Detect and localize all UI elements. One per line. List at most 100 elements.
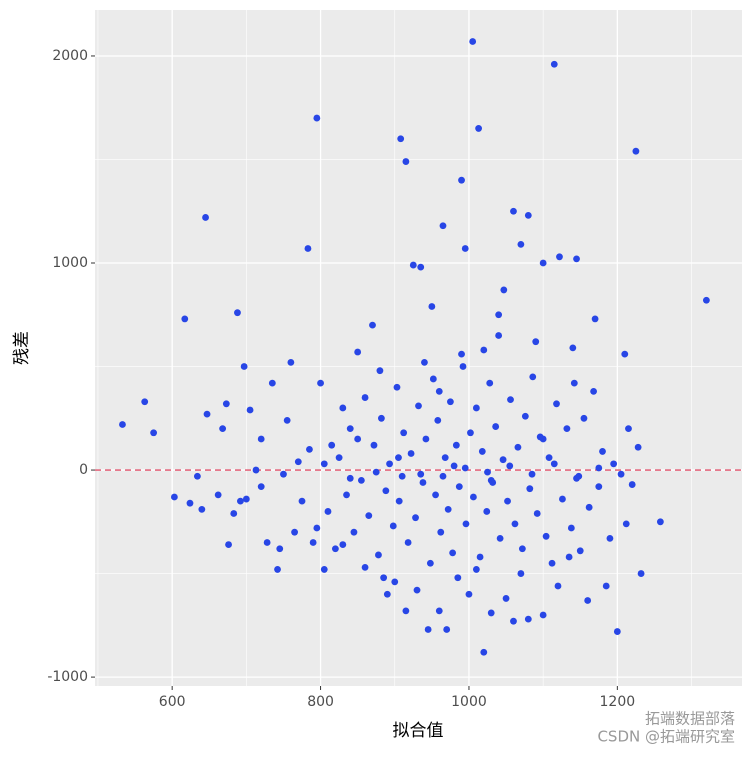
- point: [591, 315, 599, 323]
- point: [462, 520, 470, 528]
- point: [378, 414, 385, 422]
- point: [324, 508, 332, 515]
- point: [532, 338, 540, 346]
- point: [404, 539, 412, 546]
- point: [548, 559, 556, 567]
- point: [298, 497, 306, 505]
- point: [461, 245, 469, 252]
- point: [484, 468, 491, 476]
- x-tick-label: 600: [159, 694, 186, 710]
- point: [480, 648, 488, 656]
- point: [656, 518, 664, 526]
- point: [432, 491, 439, 499]
- point: [383, 590, 391, 598]
- point: [499, 456, 507, 464]
- point: [550, 460, 558, 468]
- point: [304, 245, 312, 252]
- point: [309, 539, 317, 546]
- point: [380, 574, 388, 582]
- point: [428, 303, 436, 310]
- point: [339, 541, 347, 548]
- point: [395, 454, 402, 462]
- point: [606, 534, 614, 542]
- point: [461, 464, 469, 472]
- point: [382, 487, 390, 495]
- point: [400, 429, 408, 437]
- point: [357, 477, 365, 484]
- point: [584, 597, 592, 604]
- point: [452, 441, 460, 449]
- point: [335, 454, 343, 462]
- point: [397, 135, 405, 143]
- point: [622, 520, 630, 528]
- point: [331, 545, 339, 553]
- point: [435, 607, 443, 615]
- point: [545, 454, 553, 462]
- point: [483, 508, 491, 515]
- point: [458, 350, 465, 358]
- point: [222, 400, 230, 408]
- point: [553, 400, 560, 408]
- point: [476, 553, 484, 561]
- point: [590, 387, 598, 395]
- point: [559, 495, 566, 503]
- point: [435, 387, 443, 395]
- point: [402, 158, 410, 165]
- point: [576, 547, 584, 555]
- point: [539, 611, 547, 619]
- point: [533, 510, 541, 517]
- x-tick-label: 800: [307, 694, 334, 710]
- point: [478, 448, 486, 455]
- point: [354, 348, 362, 356]
- point: [181, 315, 189, 323]
- point: [444, 505, 452, 513]
- point: [413, 586, 421, 594]
- point: [203, 410, 211, 418]
- y-tick-label: 0: [79, 462, 88, 478]
- point: [550, 60, 558, 68]
- point: [514, 443, 522, 451]
- plot-panel: [95, 10, 742, 686]
- point: [569, 344, 577, 352]
- point: [511, 520, 519, 528]
- point: [389, 522, 397, 530]
- point: [510, 617, 517, 625]
- point: [339, 404, 347, 412]
- point: [354, 435, 362, 443]
- point: [450, 462, 458, 470]
- point: [554, 582, 562, 590]
- point: [439, 472, 447, 480]
- point: [415, 402, 422, 410]
- point: [361, 563, 369, 571]
- point: [369, 321, 376, 329]
- point: [487, 477, 495, 484]
- point: [202, 214, 209, 221]
- point: [465, 590, 473, 598]
- x-tick-label: 1200: [600, 694, 636, 710]
- point: [510, 207, 517, 215]
- point: [449, 549, 457, 557]
- point: [524, 615, 532, 623]
- point: [521, 412, 529, 420]
- point: [459, 363, 467, 370]
- point: [702, 296, 710, 304]
- point: [539, 259, 547, 267]
- point: [417, 470, 425, 478]
- point: [634, 443, 642, 451]
- point: [283, 416, 291, 424]
- point: [475, 125, 482, 132]
- point: [434, 416, 442, 424]
- point: [570, 379, 578, 387]
- point: [291, 528, 298, 536]
- point: [150, 429, 158, 437]
- point: [426, 559, 434, 567]
- point: [524, 211, 532, 219]
- point: [376, 367, 384, 375]
- point: [370, 441, 378, 449]
- point: [170, 493, 178, 501]
- point: [517, 570, 525, 577]
- point: [585, 503, 593, 511]
- point: [632, 147, 640, 155]
- point: [409, 261, 417, 269]
